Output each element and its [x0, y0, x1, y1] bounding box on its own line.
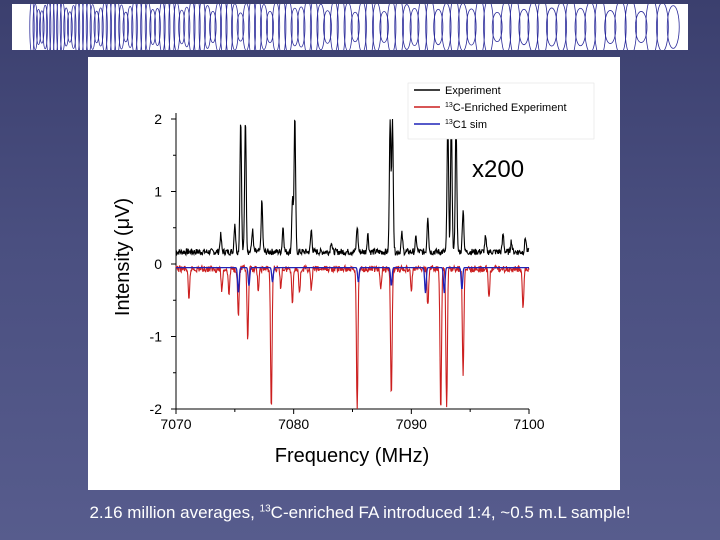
banner-ellipse — [645, 0, 659, 57]
banner-ellipse — [491, 11, 503, 43]
x-tick-label: 7100 — [513, 416, 544, 432]
banner-ellipse — [236, 12, 245, 42]
legend-label: Experiment — [445, 85, 501, 97]
spectrum-chart: -2 -1 0 1 2 7070 7080 7090 7100 Intensity (μV) F… — [112, 82, 595, 467]
header-banner — [12, 0, 688, 58]
banner-ellipse — [265, 10, 274, 44]
plot-card: -2 -1 0 1 2 7070 7080 7090 7100 Intensity (μV) F… — [88, 57, 620, 490]
banner-ellipse — [409, 7, 420, 47]
caption-prefix: 2.16 million averages, — [89, 503, 260, 522]
banner-ellipse — [656, 2, 669, 52]
x-tick-label: 7090 — [396, 416, 427, 432]
series-line-sim — [176, 266, 529, 294]
y-tick-label: 1 — [154, 184, 162, 200]
banner-ellipse — [401, 4, 412, 50]
y-tick-label: 0 — [154, 256, 162, 272]
banner-ellipse — [259, 4, 268, 50]
banner-ellipse — [296, 6, 306, 48]
legend-label: 13C-Enriched Experiment — [445, 102, 567, 114]
x-axis-label: Frequency (MHz) — [275, 445, 429, 467]
banner-ellipse — [466, 8, 477, 46]
banner-ellipse — [149, 9, 157, 45]
caption-isotope-superscript: 13 — [259, 503, 271, 515]
banner-ellipse — [323, 10, 332, 44]
banner-ellipse — [126, 5, 134, 49]
banner-ellipse — [624, 0, 637, 56]
banner-ellipse — [122, 11, 129, 43]
banner-ellipse — [536, 0, 548, 58]
legend-box — [407, 82, 595, 140]
x-tick-label: 7070 — [160, 416, 191, 432]
banner-ellipse — [118, 4, 125, 50]
banner-ellipse — [316, 3, 326, 51]
banner-ellipse — [35, 9, 42, 45]
banner-ellipse — [70, 5, 77, 49]
slide-caption: 2.16 million averages, 13C-enriched FA i… — [0, 503, 720, 523]
banner-ellipse — [203, 5, 212, 49]
scale-annotation: x200 — [472, 156, 524, 183]
banner-ellipse — [209, 10, 217, 44]
banner-ellipse — [604, 10, 617, 44]
series-line-experiment — [175, 118, 530, 257]
legend: Experiment 13C-Enriched Experiment 13C1 si… — [407, 82, 595, 140]
banner-ellipse — [63, 7, 69, 47]
banner-ellipse — [666, 5, 680, 49]
banner-pattern — [29, 0, 680, 58]
banner-ellipse — [39, 10, 45, 44]
banner-ellipse — [42, 4, 48, 50]
banner-ellipse — [97, 7, 104, 47]
x-tick-label: 7080 — [278, 416, 309, 432]
y-tick-label: -1 — [150, 329, 163, 345]
banner-ellipse — [614, 0, 627, 55]
banner-ellipse — [518, 8, 530, 46]
caption-suffix: C-enriched FA introduced 1:4, ~0.5 m.L s… — [270, 503, 631, 522]
banner-ellipse — [32, 3, 38, 51]
banner-ellipse — [433, 8, 444, 46]
banner-ellipse — [584, 1, 597, 53]
banner-ellipse — [594, 0, 607, 57]
banner-ellipse — [93, 10, 100, 44]
banner-ellipse — [183, 6, 191, 48]
legend-label: 13C1 sim — [445, 119, 487, 131]
banner-ellipse — [546, 7, 558, 47]
banner-ellipse — [154, 8, 161, 46]
banner-ellipse — [527, 1, 539, 53]
banner-ellipse — [634, 11, 648, 43]
series-line-enriched — [175, 263, 530, 410]
banner-ellipse — [59, 2, 66, 52]
banner-ellipse — [350, 11, 360, 43]
banner-ellipse — [290, 7, 299, 47]
banner-ellipse — [67, 11, 73, 43]
banner-ellipse — [564, 0, 577, 58]
series-layer — [175, 118, 530, 410]
banner-ellipse — [574, 7, 587, 47]
banner-ellipse — [379, 11, 389, 43]
banner-ellipse — [178, 9, 186, 45]
y-tick-label: -2 — [150, 401, 163, 417]
y-axis-label: Intensity (μV) — [112, 198, 134, 316]
axes: -2 -1 0 1 2 7070 7080 7090 7100 — [150, 111, 545, 432]
banner-ellipse — [555, 2, 567, 52]
y-tick-label: 2 — [154, 111, 162, 127]
banner-ellipse — [89, 4, 96, 50]
